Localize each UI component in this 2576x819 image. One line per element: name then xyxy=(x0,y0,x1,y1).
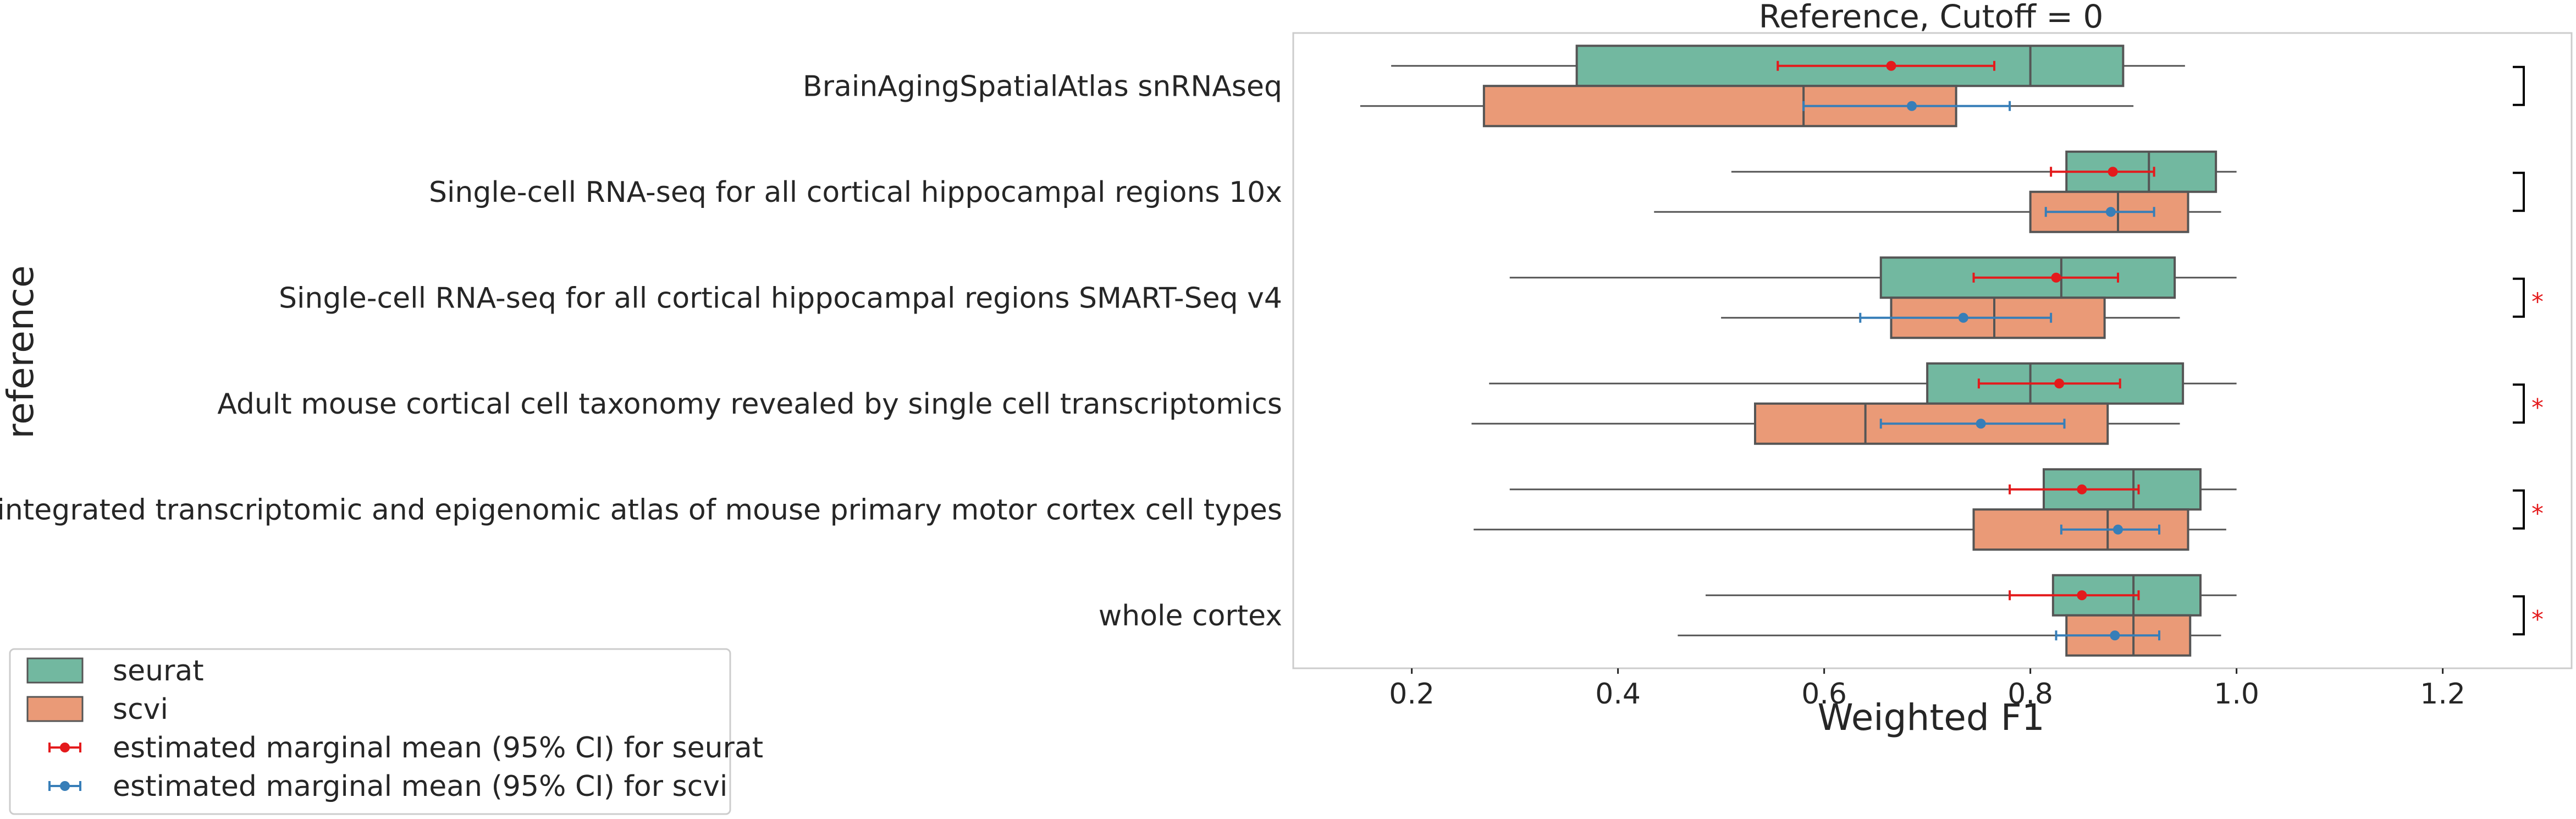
significance-star: * xyxy=(2531,394,2544,422)
legend-label: estimated marginal mean (95% CI) for scv… xyxy=(113,770,727,803)
emm-point-scvi xyxy=(2113,524,2123,535)
y-tick-label: whole cortex xyxy=(1099,600,1282,633)
significance-star: * xyxy=(2531,499,2544,527)
significance-bracket xyxy=(2513,489,2525,530)
x-tick-label: 1.0 xyxy=(2214,678,2259,711)
y-tick-label: Adult mouse cortical cell taxonomy revea… xyxy=(217,388,1282,421)
emm-point-seurat xyxy=(2077,484,2087,494)
legend-label: scvi xyxy=(113,693,168,726)
x-tick-label: 1.2 xyxy=(2420,678,2465,711)
legend-swatch-scvi xyxy=(26,696,84,722)
x-tick-label: 0.6 xyxy=(1801,678,1847,711)
legend-errorbar-point xyxy=(60,781,70,791)
significance-bracket xyxy=(2513,65,2525,106)
emm-point-seurat xyxy=(2077,590,2087,601)
emm-point-scvi xyxy=(1958,312,1968,323)
legend-errorbar-point xyxy=(60,743,70,752)
legend-swatch-seurat xyxy=(26,657,84,684)
emm-point-seurat xyxy=(1886,61,1896,71)
legend-frame xyxy=(9,648,731,815)
x-tick-label: 0.4 xyxy=(1595,678,1641,711)
legend: seurat scvi estimated marginal mean (95% C… xyxy=(9,648,763,815)
chart-title: Reference, Cutoff = 0 xyxy=(1759,0,2104,35)
significance-bracket xyxy=(2513,595,2525,636)
legend-label: seurat xyxy=(113,655,204,688)
y-tick-label: Single-cell RNA-seq for all cortical hip… xyxy=(279,282,1282,315)
y-tick-label: An integrated transcriptomic and epigeno… xyxy=(0,493,1282,526)
y-axis-label: reference xyxy=(0,265,42,438)
emm-point-seurat xyxy=(2054,378,2065,389)
x-tick-label: 0.8 xyxy=(2007,678,2053,711)
emm-point-scvi xyxy=(2110,630,2120,641)
emm-point-scvi xyxy=(1976,419,1986,429)
significance-star: * xyxy=(2531,288,2544,316)
emm-point-scvi xyxy=(1907,101,1917,111)
x-tick-label: 0.2 xyxy=(1389,678,1435,711)
significance-bracket xyxy=(2513,172,2525,212)
y-tick-label: BrainAgingSpatialAtlas snRNAseq xyxy=(803,70,1282,103)
legend-label: estimated marginal mean (95% CI) for seu… xyxy=(113,732,763,765)
significance-star: * xyxy=(2531,606,2544,634)
significance-bracket xyxy=(2513,383,2525,424)
emm-point-scvi xyxy=(2105,207,2116,217)
emm-point-seurat xyxy=(2051,272,2061,283)
y-tick-label: Single-cell RNA-seq for all cortical hip… xyxy=(429,176,1282,209)
significance-bracket xyxy=(2513,277,2525,318)
x-axis-label: Weighted F1 xyxy=(1817,696,2044,739)
emm-point-seurat xyxy=(2108,167,2118,177)
plot-frame xyxy=(1292,32,2573,669)
